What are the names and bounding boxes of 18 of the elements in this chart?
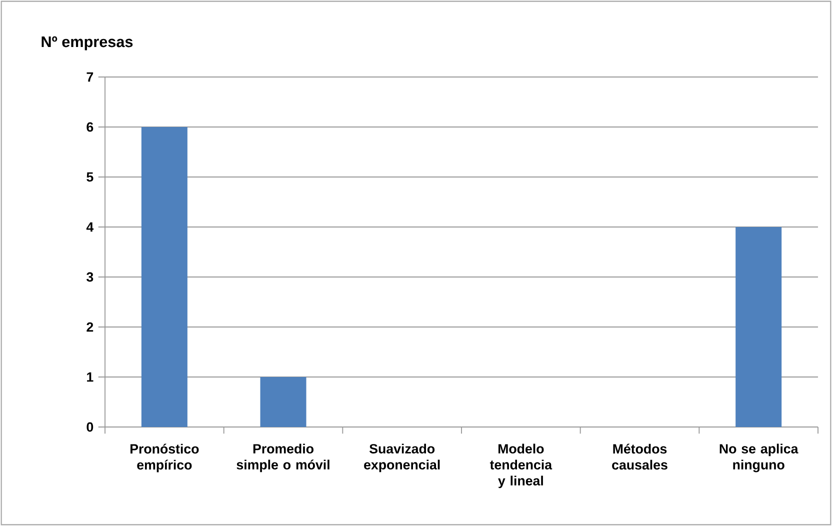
x-tick-label: Modelo tendencia y lineal [490,444,552,488]
x-tick-label: Suavizado exponencial [364,444,440,472]
bar [736,227,782,428]
bar [260,377,306,428]
y-axis-title: Nº empresas [42,36,133,50]
x-tick-label: Pronóstico empírico [130,444,199,472]
y-tick-label: 7 [86,72,94,82]
y-tick-label: 4 [86,222,94,232]
bar [141,127,188,428]
y-tick-label: 6 [86,122,94,132]
y-tick-label: 5 [86,172,94,182]
x-tick-label: No se aplica ninguno [720,444,798,472]
y-tick-label: 0 [86,422,94,432]
y-tick-label: 3 [86,272,94,282]
x-tick-label: Métodos causales [612,444,668,470]
y-tick-label: 1 [87,372,94,382]
x-tick-label: Promedio simple o móvil [236,444,330,472]
y-tick-label: 2 [86,322,94,332]
